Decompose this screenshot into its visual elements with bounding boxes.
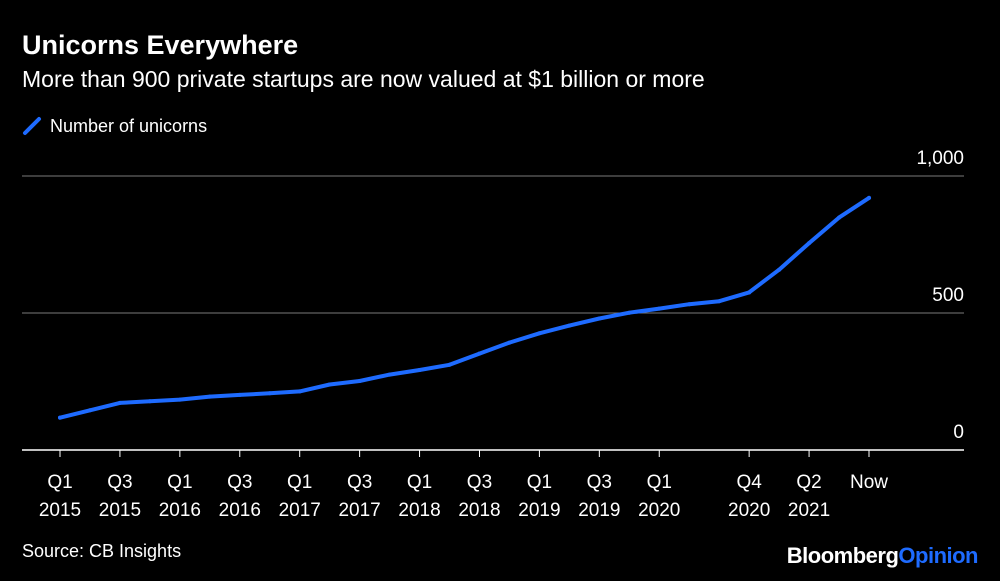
- x-tick-label: Q1: [167, 472, 192, 493]
- x-tick-label: Q1: [527, 472, 552, 493]
- x-tick-label: Q1: [47, 472, 72, 493]
- data-point: [567, 323, 572, 328]
- data-point: [357, 378, 362, 383]
- x-tick-label: Now: [850, 472, 888, 493]
- logo-bloomberg-text: Bloomberg: [786, 543, 899, 568]
- y-tick-label: 1,000: [916, 148, 964, 169]
- x-tick-label-year: 2015: [39, 500, 81, 521]
- data-point: [207, 394, 212, 399]
- data-point: [807, 241, 812, 246]
- x-tick-label-year: 2016: [159, 500, 201, 521]
- x-tick-label: Q4: [736, 472, 762, 493]
- legend-label: Number of unicorns: [50, 115, 208, 136]
- data-point: [867, 195, 871, 200]
- x-tick-label: Q3: [587, 472, 612, 493]
- x-axis-ticks: Q1 2015 Q3 2015 Q1 2016 Q3 2016 Q1 2017 Q3 2017 Q1 20…: [39, 450, 888, 521]
- x-tick-label-year: 2020: [638, 500, 680, 521]
- data-point: [177, 397, 182, 402]
- data-point: [327, 382, 332, 387]
- x-tick-label-year: 2020: [728, 500, 770, 521]
- data-point: [477, 351, 482, 356]
- x-tick-label: Q2: [796, 472, 821, 493]
- data-point: [267, 391, 272, 396]
- x-tick-label: Q3: [467, 472, 492, 493]
- line-swatch-icon: [23, 117, 41, 135]
- data-point: [597, 316, 602, 321]
- x-tick-label-year: 2017: [279, 500, 321, 521]
- x-tick-label-year: 2019: [578, 500, 620, 521]
- x-tick-label-year: 2019: [518, 500, 560, 521]
- data-point: [717, 299, 722, 304]
- logo-opinion-text: Opinion: [898, 543, 978, 568]
- y-axis-ticks: 0 500 1,000: [916, 148, 964, 443]
- series-line-number-of-unicorns: [58, 195, 871, 420]
- data-point: [117, 400, 122, 405]
- data-point: [687, 302, 692, 307]
- y-tick-label: 0: [953, 422, 964, 443]
- chart-title: Unicorns Everywhere: [22, 30, 299, 60]
- data-point: [507, 340, 512, 345]
- data-point: [147, 399, 152, 404]
- x-tick-label-year: 2015: [99, 500, 141, 521]
- x-tick-label-year: 2018: [398, 500, 440, 521]
- legend: Number of unicorns: [22, 114, 207, 138]
- x-tick-label-year: 2018: [458, 500, 500, 521]
- data-point: [747, 290, 752, 295]
- x-tick-label: Q3: [107, 472, 132, 493]
- source-note: Source: CB Insights: [22, 541, 182, 561]
- data-point: [657, 306, 662, 311]
- chart-subtitle: More than 900 private startups are now v…: [22, 66, 705, 92]
- data-point: [837, 215, 842, 220]
- data-point: [387, 372, 392, 377]
- data-point: [87, 408, 92, 413]
- x-tick-label: Q3: [227, 472, 252, 493]
- data-point: [417, 367, 422, 372]
- data-point: [237, 392, 242, 397]
- data-point: [627, 310, 632, 315]
- data-point: [58, 415, 62, 420]
- x-tick-label: Q3: [347, 472, 372, 493]
- y-tick-label: 500: [932, 285, 964, 306]
- grid-layer: [22, 175, 964, 451]
- data-point: [447, 362, 452, 367]
- x-tick-label: Q1: [287, 472, 312, 493]
- bloomberg-opinion-logo: BloombergOpinion: [786, 543, 979, 569]
- x-tick-label-year: 2017: [338, 500, 380, 521]
- x-tick-label-year: 2016: [219, 500, 261, 521]
- data-point: [777, 267, 782, 272]
- series-layer: [58, 195, 871, 420]
- data-point: [297, 389, 302, 394]
- data-point: [537, 331, 542, 336]
- x-tick-label-year: 2021: [788, 500, 830, 521]
- x-tick-label: Q1: [407, 472, 432, 493]
- x-tick-label: Q1: [647, 472, 672, 493]
